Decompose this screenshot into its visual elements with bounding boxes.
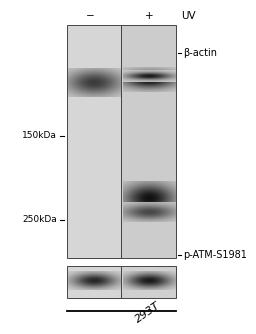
Text: 150kDa: 150kDa <box>23 131 57 140</box>
Bar <box>121 25 176 258</box>
Bar <box>67 25 121 258</box>
Bar <box>67 267 121 298</box>
Text: +: + <box>145 11 154 21</box>
Text: UV: UV <box>181 11 195 21</box>
Text: −: − <box>86 11 94 21</box>
Bar <box>121 267 176 298</box>
Text: p-ATM-S1981: p-ATM-S1981 <box>183 250 247 260</box>
Text: 250kDa: 250kDa <box>23 215 57 224</box>
Text: 293T: 293T <box>134 300 163 324</box>
Text: β-actin: β-actin <box>183 48 217 58</box>
